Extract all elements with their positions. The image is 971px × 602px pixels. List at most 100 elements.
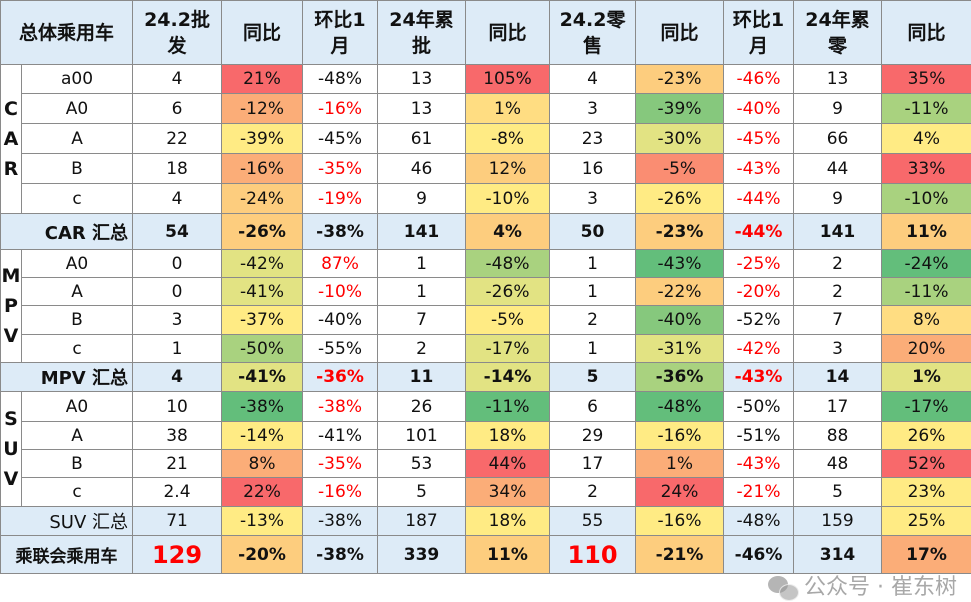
cell-retail-ytd: 2 — [793, 249, 883, 278]
table-row: M P V A0 0 -42% 87% 1 -48% 1 -43% -25% 2 -24% — [0, 249, 971, 363]
cell-wholesale-ytd-yoy: 34% — [465, 477, 551, 507]
segment-label: a00 — [20, 64, 134, 94]
cell-retail-yoy: -30% — [635, 123, 725, 154]
cell-wholesale-yoy: -37% — [221, 305, 304, 335]
group-letter: C — [4, 98, 18, 120]
segment-label: B — [20, 449, 134, 478]
header-retail-mom: 环比1 月 — [723, 0, 795, 65]
cell-retail-ytd-yoy: 52% — [881, 449, 971, 478]
cell-wholesale-ytd: 11 — [377, 362, 467, 392]
header-wholesale-feb: 24.2批发 — [132, 0, 223, 65]
cell-retail-feb: 2 — [549, 477, 637, 507]
header-label-line: 同比 — [488, 21, 527, 44]
cell-wholesale-feb: 6 — [132, 93, 223, 124]
cell-wholesale-feb: 18 — [132, 153, 223, 184]
header-retail-ytd-yoy: 同比 — [881, 0, 971, 65]
cell-wholesale-mom: -36% — [302, 362, 379, 392]
cell-retail-feb: 1 — [549, 334, 637, 363]
cell-wholesale-yoy: -39% — [221, 123, 304, 154]
cell-retail-yoy: -22% — [635, 277, 725, 306]
summary-row: CAR 汇总 54 -26% -38% 141 4% 50 -23% -44% 141 11% — [0, 213, 971, 250]
cell-wholesale-feb: 10 — [132, 391, 223, 422]
header-retail-ytd: 24年累零 — [793, 0, 883, 65]
cell-retail-mom: -43% — [723, 449, 795, 478]
cell-retail-feb: 1 — [549, 277, 637, 306]
cell-retail-ytd-yoy: 20% — [881, 334, 971, 363]
header-row: 总体乘用车 24.2批发同比 环比1 月 24年累批同比 24.2零售同比 环比1 月 24年累… — [0, 0, 971, 65]
table-row: B 21 8% -35% 53 44% 17 1% -43% 48 52% — [1, 449, 971, 478]
cell-wholesale-yoy: 21% — [221, 64, 304, 94]
cell-wholesale-ytd: 141 — [377, 213, 467, 250]
cell-retail-ytd: 314 — [793, 535, 883, 574]
cell-wholesale-ytd: 7 — [377, 305, 467, 335]
header-label-line: 24.2批 — [144, 8, 210, 31]
cell-retail-mom: -48% — [723, 506, 795, 536]
cell-retail-ytd: 44 — [793, 153, 883, 184]
cell-wholesale-ytd-yoy: 12% — [465, 153, 551, 184]
header-label-line: 同比 — [660, 21, 699, 44]
table-row: B 18 -16% -35% 46 12% 16 -5% -43% 44 33% — [1, 153, 971, 184]
cell-wholesale-ytd: 46 — [377, 153, 467, 184]
summary-row: SUV 汇总 71 -13% -38% 187 18% 55 -16% -48% 159 25% — [0, 506, 971, 536]
cell-wholesale-ytd: 13 — [377, 64, 467, 94]
cell-wholesale-yoy: -42% — [221, 249, 304, 278]
cell-wholesale-mom: 87% — [302, 249, 379, 278]
cell-retail-feb: 3 — [549, 183, 637, 214]
cell-retail-ytd-yoy: -24% — [881, 249, 971, 278]
cell-retail-yoy: -36% — [635, 362, 725, 392]
header-corner: 总体乘用车 — [0, 0, 134, 65]
cell-retail-mom: -20% — [723, 277, 795, 306]
header-label-line: 发 — [167, 34, 187, 57]
summary-label: SUV 汇总 — [0, 506, 134, 536]
header-label-line: 零 — [828, 34, 848, 57]
header-label-line: 批 — [412, 34, 432, 57]
cell-retail-ytd-yoy: 11% — [881, 213, 971, 250]
cell-wholesale-ytd-yoy: -8% — [465, 123, 551, 154]
cell-wholesale-yoy: -16% — [221, 153, 304, 184]
cell-wholesale-mom: -40% — [302, 305, 379, 335]
cell-wholesale-ytd-yoy: -48% — [465, 249, 551, 278]
segment-label: c — [20, 477, 134, 507]
header-label-line: 月 — [330, 34, 350, 57]
cell-retail-ytd: 14 — [793, 362, 883, 392]
cell-wholesale-mom: -38% — [302, 391, 379, 422]
cell-retail-yoy: 24% — [635, 477, 725, 507]
cell-retail-ytd-yoy: 25% — [881, 506, 971, 536]
header-wholesale-yoy: 同比 — [221, 0, 304, 65]
segment-label: A — [20, 123, 134, 154]
cell-retail-feb: 29 — [549, 421, 637, 450]
cell-retail-ytd-yoy: 4% — [881, 123, 971, 154]
header-retail-feb: 24.2零售 — [549, 0, 637, 65]
header-label-line: 环比1 — [314, 8, 366, 31]
header-label-line: 月 — [749, 34, 769, 57]
cell-retail-feb: 2 — [549, 305, 637, 335]
cell-wholesale-ytd: 187 — [377, 506, 467, 536]
cell-retail-mom: -51% — [723, 421, 795, 450]
segment-label: B — [20, 305, 134, 335]
group-letter: S — [4, 408, 18, 430]
cell-retail-mom: -25% — [723, 249, 795, 278]
cell-wholesale-mom: -35% — [302, 449, 379, 478]
cell-wholesale-mom: -45% — [302, 123, 379, 154]
total-row: 乘联会乘用车 129 -20% -38% 339 11% 110 -21% -46% 314 17% — [0, 535, 971, 574]
table-row: B 3 -37% -40% 7 -5% 2 -40% -52% 7 8% — [1, 305, 971, 335]
header-wholesale-ytd-yoy: 同比 — [465, 0, 551, 65]
cell-retail-yoy: -31% — [635, 334, 725, 363]
cell-wholesale-yoy: -38% — [221, 391, 304, 422]
summary-row: MPV 汇总 4 -41% -36% 11 -14% 5 -36% -43% 14 1% — [0, 362, 971, 392]
cell-wholesale-ytd: 5 — [377, 477, 467, 507]
table-row: A 22 -39% -45% 61 -8% 23 -30% -45% 66 4% — [1, 123, 971, 154]
segment-label: c — [20, 183, 134, 214]
watermark-text: 公众号 · 崔东树 — [804, 574, 957, 600]
cell-retail-mom: -50% — [723, 391, 795, 422]
cell-retail-feb: 23 — [549, 123, 637, 154]
wechat-icon — [768, 575, 800, 601]
cell-wholesale-feb: 4 — [132, 64, 223, 94]
header-wholesale-mom: 环比1 月 — [302, 0, 379, 65]
cell-wholesale-ytd-yoy: -10% — [465, 183, 551, 214]
segment-label: A0 — [20, 249, 134, 278]
cell-wholesale-ytd-yoy: 1% — [465, 93, 551, 124]
cell-wholesale-yoy: -20% — [221, 535, 304, 574]
cell-wholesale-yoy: -41% — [221, 362, 304, 392]
